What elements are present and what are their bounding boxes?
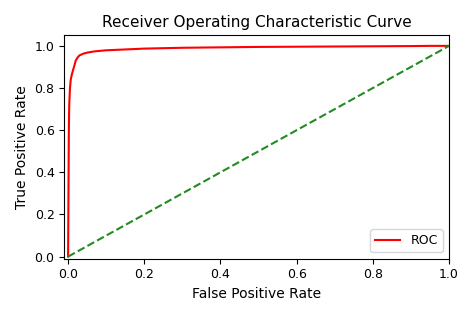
Line: ROC: ROC xyxy=(68,46,449,257)
ROC xyxy=(66,128,72,132)
ROC xyxy=(141,47,147,51)
ROC xyxy=(103,48,109,52)
ROC xyxy=(69,72,75,76)
Legend: ROC: ROC xyxy=(371,229,443,252)
Title: Receiver Operating Characteristic Curve: Receiver Operating Characteristic Curve xyxy=(102,15,411,30)
ROC xyxy=(180,46,185,50)
ROC xyxy=(256,45,262,49)
ROC xyxy=(218,46,223,49)
ROC xyxy=(65,255,71,258)
Y-axis label: True Positive Rate: True Positive Rate xyxy=(15,85,29,209)
ROC xyxy=(72,63,77,67)
X-axis label: False Positive Rate: False Positive Rate xyxy=(192,287,321,301)
ROC xyxy=(66,103,72,107)
ROC xyxy=(65,191,71,195)
ROC xyxy=(427,44,433,48)
ROC xyxy=(84,51,90,55)
ROC xyxy=(81,52,86,56)
ROC xyxy=(294,45,300,49)
ROC xyxy=(408,44,414,48)
ROC xyxy=(70,68,76,72)
ROC xyxy=(75,56,81,59)
ROC xyxy=(67,86,73,90)
ROC xyxy=(92,49,98,53)
ROC xyxy=(446,44,452,48)
ROC xyxy=(122,47,128,51)
ROC xyxy=(68,78,73,82)
ROC xyxy=(370,44,376,48)
ROC xyxy=(73,59,79,63)
ROC xyxy=(77,53,82,57)
ROC xyxy=(332,45,337,48)
